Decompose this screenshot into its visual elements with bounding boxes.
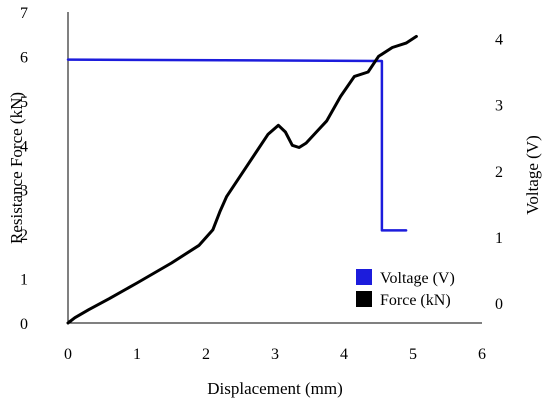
legend-swatch-voltage — [356, 269, 372, 285]
y-right-axis-title: Voltage (V) — [523, 135, 542, 214]
x-axis-title: Displacement (mm) — [207, 379, 343, 398]
x-tick-label: 4 — [340, 346, 348, 363]
y-left-tick-label: 0 — [20, 316, 28, 333]
x-tick-labels: 0 1 2 3 4 5 6 — [64, 346, 486, 363]
legend-swatch-force — [356, 291, 372, 307]
y-left-tick-label: 7 — [20, 5, 28, 22]
y-left-tick-label: 4 — [20, 138, 28, 155]
y-right-tick-label: 0 — [495, 296, 503, 313]
y-left-tick-label: 5 — [20, 94, 28, 111]
legend-label-voltage: Voltage (V) — [380, 270, 455, 287]
y-right-tick-label: 1 — [495, 230, 503, 247]
x-tick-label: 0 — [64, 346, 72, 363]
legend: Voltage (V) Force (kN) — [356, 269, 455, 309]
y-left-tick-label: 3 — [20, 183, 28, 200]
y-right-tick-label: 4 — [495, 31, 503, 48]
x-tick-label: 6 — [478, 346, 486, 363]
y-left-axis-title: Resistance Force (kN) — [7, 92, 26, 244]
y-left-tick-label: 6 — [20, 49, 28, 66]
y-left-tick-labels: 0 1 2 3 4 5 6 7 — [20, 5, 28, 333]
y-right-tick-label: 2 — [495, 164, 503, 181]
series-layer — [66, 34, 418, 325]
y-right-tick-labels: 0 1 2 3 4 — [495, 31, 503, 313]
x-tick-label: 1 — [133, 346, 141, 363]
series-line-force — [66, 34, 418, 325]
x-tick-label: 5 — [409, 346, 417, 363]
series-line-voltage — [66, 58, 408, 232]
y-left-tick-label: 2 — [20, 227, 28, 244]
legend-label-force: Force (kN) — [380, 292, 451, 309]
y-right-tick-label: 3 — [495, 98, 503, 115]
y-left-tick-label: 1 — [20, 272, 28, 289]
x-tick-label: 2 — [202, 346, 210, 363]
x-tick-label: 3 — [271, 346, 279, 363]
plot-area — [67, 12, 482, 324]
